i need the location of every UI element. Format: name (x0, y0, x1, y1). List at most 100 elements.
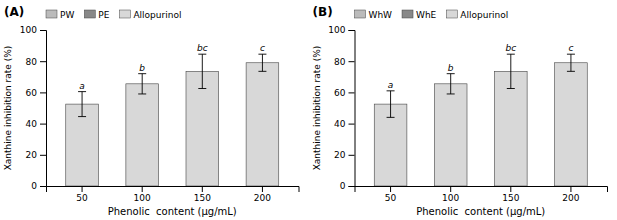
legend-swatch (84, 10, 95, 18)
plot-area: 02040608010050100150200abbcc (328, 25, 607, 203)
tick-label: 50 (76, 193, 88, 203)
tick-label: 20 (26, 150, 38, 160)
tick: 60 (334, 88, 354, 98)
error-bar (387, 91, 395, 118)
error-bar (198, 54, 206, 88)
tick-mark (390, 186, 391, 192)
tick-mark (142, 186, 143, 192)
tick-label: 0 (340, 181, 346, 191)
tick-mark (40, 92, 46, 93)
letter-label: a (79, 81, 85, 91)
error-bar (567, 54, 575, 71)
tick-mark (349, 92, 355, 93)
letter-label: a (388, 80, 394, 90)
legend-item: Allopurinol (119, 10, 181, 20)
tick: 40 (334, 119, 354, 129)
letter-label: c (568, 43, 573, 53)
bar (126, 84, 159, 186)
tick: 20 (334, 150, 354, 160)
tick: 80 (334, 57, 354, 67)
tick-mark (202, 186, 203, 192)
panel: 02040608010050100150200abbccPhenolic con… (3, 5, 299, 217)
error-bar (258, 54, 266, 71)
tick-mark (349, 30, 355, 31)
y-axis: 0 20 40 60 80 100 (328, 25, 355, 191)
tick: 100 (328, 25, 354, 35)
tick-label: 80 (26, 57, 38, 67)
tick-label: 100 (442, 193, 459, 203)
tick-label: 100 (328, 25, 345, 35)
tick-label: 200 (254, 193, 271, 203)
tick-mark (349, 186, 355, 187)
data-texts: abbcc (388, 43, 574, 90)
bar (555, 63, 588, 186)
tick-label: 20 (334, 150, 346, 160)
tick: 200 (254, 186, 271, 203)
legend-item: Allopurinol (446, 10, 508, 20)
tick: 20 (26, 150, 46, 160)
tick-label: 40 (334, 119, 346, 129)
legend-swatch (446, 10, 457, 18)
data-texts: a b bc c (79, 43, 265, 90)
legend-label: WhE (416, 10, 437, 20)
tick-label: 80 (334, 57, 346, 67)
tick-mark (349, 155, 355, 156)
tick-mark (349, 61, 355, 62)
tick: 40 (26, 119, 46, 129)
legend-swatch (46, 10, 57, 18)
x-axis: 50 100 150 200 (355, 186, 608, 203)
tick: 60 (26, 88, 46, 98)
letter-label: c (260, 43, 265, 53)
axis-line (349, 31, 356, 187)
tick-label: 150 (502, 193, 519, 203)
letter-label: bc (197, 43, 208, 53)
tick-label: 60 (334, 88, 346, 98)
tick-mark (40, 186, 46, 187)
legend-swatch (355, 10, 366, 18)
marks (374, 54, 587, 186)
legend: WhW WhE Allopurinol (355, 10, 509, 20)
tick-label: 40 (26, 119, 38, 129)
legend-label: PW (60, 10, 74, 20)
y-axis-title: Xanthine inhibition rate (%) (312, 46, 322, 171)
tick-label: 0 (31, 181, 37, 191)
error-bar (78, 92, 86, 117)
legend-item: WhE (402, 10, 437, 20)
tick: 200 (562, 186, 579, 203)
panel: 02040608010050100150200abbccPhenolic con… (312, 5, 608, 217)
panel-label: (B) (313, 5, 333, 19)
tick: 150 (502, 186, 519, 203)
tick-mark (262, 186, 263, 192)
y-axis: 0 20 40 60 80 100 (20, 25, 47, 191)
tick-mark (40, 155, 46, 156)
tick-label: 60 (26, 88, 38, 98)
tick-mark (450, 186, 451, 192)
tick-label: 100 (20, 25, 37, 35)
tick: 100 (442, 186, 459, 203)
tick-mark (510, 186, 511, 192)
tick: 0 (31, 181, 46, 191)
plot-area: 02040608010050100150200abbcc (20, 25, 299, 203)
x-axis-title: Phenolic content (μg/mL) (108, 206, 237, 217)
chart-root: 02040608010050100150200abbccPhenolic con… (0, 0, 617, 220)
legend-label: Allopurinol (133, 10, 181, 20)
axis-line (47, 187, 300, 193)
tick-label: 50 (385, 193, 397, 203)
bar (246, 63, 279, 186)
tick-mark (82, 186, 83, 192)
legend-label: Allopurinol (460, 10, 508, 20)
error-bar (138, 74, 146, 94)
axis-line (355, 187, 608, 193)
tick-mark (40, 30, 46, 31)
letter-label: b (139, 63, 145, 73)
letter-label: bc (505, 43, 516, 53)
legend-swatch (402, 10, 413, 18)
tick: 0 (340, 181, 355, 191)
y-axis-title: Xanthine inhibition rate (%) (3, 46, 13, 171)
panel-label: (A) (4, 5, 24, 19)
legend-item: WhW (355, 10, 393, 20)
tick-label: 100 (134, 193, 151, 203)
x-axis: 50100150200 (47, 186, 300, 203)
marks (66, 54, 279, 186)
axis-line (40, 31, 47, 187)
